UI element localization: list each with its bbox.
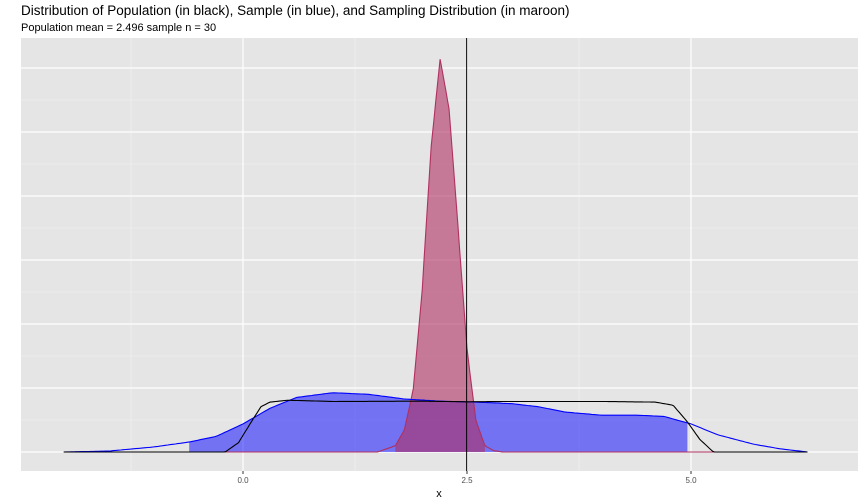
- x-tick-label: 5.0: [685, 476, 697, 485]
- chart-subtitle: Population mean = 2.496 sample n = 30: [21, 22, 217, 34]
- population-density-line: [63, 399, 808, 453]
- sampling-distribution-area: [395, 59, 485, 452]
- chart-title: Distribution of Population (in black), S…: [21, 3, 570, 18]
- x-axis-title: x: [436, 488, 442, 500]
- x-tick-label: 2.5: [461, 476, 473, 485]
- x-tick-label: 0.0: [237, 476, 249, 485]
